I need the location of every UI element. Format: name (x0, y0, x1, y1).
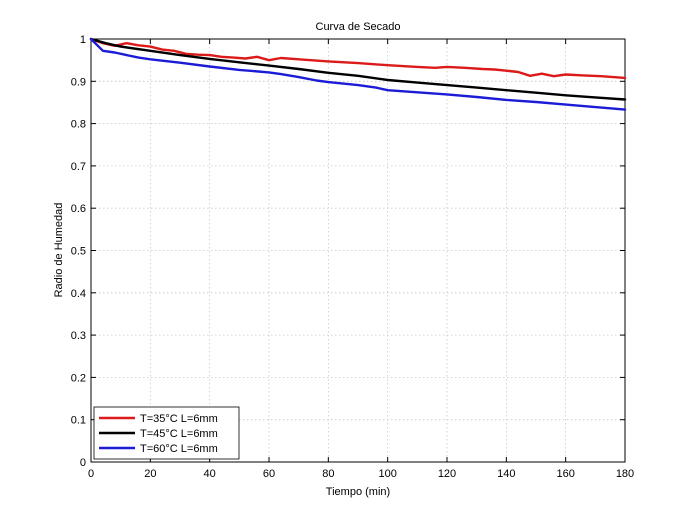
y-tick-label: 0.5 (71, 246, 86, 258)
x-tick-label: 180 (616, 468, 634, 480)
y-tick-label: 0.9 (71, 76, 86, 88)
y-tick-label: 0.7 (71, 161, 86, 173)
x-tick-label: 120 (438, 468, 456, 480)
x-tick-label: 140 (497, 468, 515, 480)
x-tick-label: 20 (144, 468, 156, 480)
x-tick-label: 100 (378, 468, 396, 480)
x-tick-label: 0 (88, 468, 94, 480)
y-tick-label: 0.2 (71, 372, 86, 384)
series-line-3 (89, 37, 627, 111)
y-axis-tick-labels: 0 0.1 0.2 0.3 0.4 0.5 0.6 0.7 0.8 0.9 1 (71, 34, 86, 469)
legend: T=35°C L=6mm T=45°C L=6mm T=60°C L=6mm (93, 406, 240, 460)
series-line-1 (89, 37, 627, 80)
y-tick-label: 0.8 (71, 119, 86, 131)
x-tick-label: 80 (322, 468, 334, 480)
x-axis-tick-labels: 0 20 40 60 80 100 120 140 160 180 (88, 468, 634, 480)
y-tick-label: 0.4 (71, 288, 86, 300)
y-axis-title: Radio de Humedad (53, 203, 65, 298)
legend-label-1: T=35°C L=6mm (140, 413, 218, 425)
chart-title: Curva de Secado (316, 21, 401, 33)
y-tick-label: 0.6 (71, 203, 86, 215)
grid-lines (91, 39, 625, 462)
y-tick-label: 0 (80, 457, 86, 469)
axis-ticks (90, 38, 626, 463)
series-lines (89, 37, 627, 111)
x-tick-label: 160 (556, 468, 574, 480)
legend-entries: T=35°C L=6mm T=45°C L=6mm T=60°C L=6mm (99, 413, 218, 455)
y-tick-label: 0.3 (71, 330, 86, 342)
legend-label-3: T=60°C L=6mm (140, 443, 218, 455)
x-tick-label: 40 (204, 468, 216, 480)
x-axis-title: Tiempo (min) (326, 486, 390, 498)
series-line-2 (89, 37, 627, 101)
y-tick-label: 1 (80, 34, 86, 46)
y-tick-label: 0.1 (71, 415, 86, 427)
x-tick-label: 60 (263, 468, 275, 480)
legend-label-2: T=45°C L=6mm (140, 428, 218, 440)
